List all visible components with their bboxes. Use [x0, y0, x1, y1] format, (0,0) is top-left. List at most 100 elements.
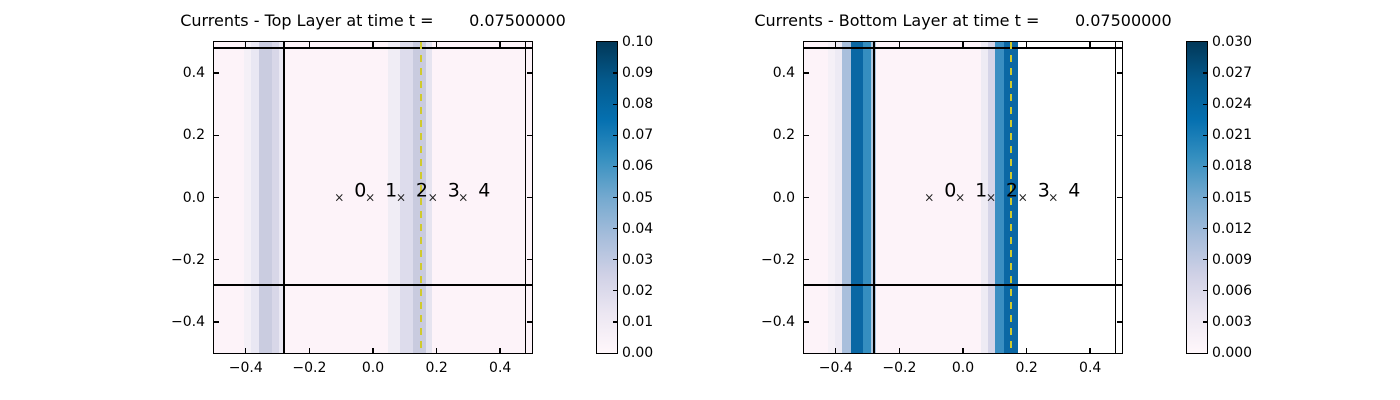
x-tick-mark-top [1089, 42, 1091, 47]
plot-title-bottom-layer: Currents - Bottom Layer at time t = 0.07… [754, 11, 1172, 30]
y-tick-mark-right [527, 259, 532, 261]
x-tick-mark-bottom [835, 348, 837, 353]
x-tick-mark-top [435, 42, 438, 47]
colorbar-tick-label: 0.03 [622, 251, 654, 268]
y-tick-mark-left [214, 72, 219, 74]
plot-area: × 0 × 1 × 2 × 3 × 4 [214, 42, 532, 353]
current-band-cell [271, 42, 279, 353]
plot-title-top-layer: Currents - Top Layer at time t = 0.07500… [180, 11, 566, 30]
colorbar-tick-mark [1203, 259, 1207, 261]
x-tick-mark-bottom [245, 348, 247, 353]
y-tick-mark-right [527, 196, 532, 199]
colorbar-tick-label: 0.000 [1212, 345, 1253, 361]
colorbar-tick-mark [1203, 321, 1207, 323]
colorbar-tick-label: 0.07 [622, 127, 654, 144]
y-tick-label: 0.4 [772, 65, 795, 82]
current-band-cell [259, 42, 272, 353]
gauge-number-label: 3 [447, 179, 460, 202]
x-tick-mark-top [499, 42, 501, 47]
y-tick-label: 0.2 [772, 127, 795, 144]
colorbar-tick-mark [613, 290, 617, 292]
colorbar-tick-mark [613, 165, 617, 168]
y-tick-label: −0.4 [171, 313, 205, 330]
y-tick-label: 0.0 [772, 189, 795, 206]
wall-top-line [804, 47, 1122, 49]
colorbar-tick-label: 0.021 [1212, 127, 1253, 144]
y-tick-label: 0.0 [182, 189, 205, 206]
gauge-x-marker: × [924, 189, 935, 204]
colorbar-tick-label: 0.009 [1212, 251, 1253, 268]
colorbar-tick-mark [613, 321, 617, 323]
barrier-vertical-line [282, 42, 285, 353]
colorbar-bottom-layer: 0.030 0.027 0.024 0.021 0.018 0.015 0.012 0.009… [1186, 34, 1252, 361]
x-tick-label: 0.4 [489, 360, 512, 376]
colorbar-tick-label: 0.027 [1212, 65, 1253, 82]
colorbar-tick-label: 0.012 [1212, 220, 1253, 237]
x-tick-mark-bottom [898, 348, 901, 353]
y-tick-label: −0.4 [761, 313, 795, 330]
x-tick-mark-bottom [435, 348, 438, 353]
x-tick-mark-bottom [962, 348, 964, 353]
current-band-cell [863, 42, 872, 353]
y-tick-mark-left [214, 259, 219, 261]
barrier-vertical-line [872, 42, 875, 353]
colorbar-tick-mark [1203, 103, 1207, 105]
gauge-number-label: 0 [354, 179, 367, 202]
colorbar-top-layer: 0.10 0.09 0.08 0.07 0.06 0.05 0.04 0.03 0.02 0.01… [596, 34, 653, 361]
x-tick-mark-top [898, 42, 901, 47]
axes-bottom-layer: × 0 × 1 × 2 × 3 × 4 −0.4 −0.2 0.0 0.2 0.4 0.4 0.2 0.0 −0.2… [761, 41, 1123, 376]
current-band-cell [981, 42, 988, 353]
x-tick-mark-bottom [1025, 348, 1028, 353]
gauge-number-label: 3 [1037, 179, 1050, 202]
current-band-cell [851, 42, 864, 353]
colorbar-tick-label: 0.06 [622, 158, 654, 175]
colorbar-tick-mark [613, 103, 617, 105]
colorbar-tick-label: 0.003 [1212, 313, 1253, 330]
y-tick-mark-left [804, 196, 809, 199]
gauge-x-marker: × [1048, 189, 1059, 204]
y-tick-mark-left [804, 134, 809, 136]
colorbar-tick-label: 0.02 [622, 282, 654, 299]
axes-top-layer: × 0 × 1 × 2 × 3 × 4 −0.4 −0.2 0.0 0.2 0.4 0.4 0.2 0.0 −0.2… [171, 41, 533, 376]
x-tick-mark-bottom [1089, 348, 1091, 353]
colorbar-tick-label: 0.006 [1212, 282, 1253, 299]
x-tick-mark-top [962, 42, 964, 47]
current-band-cell [994, 42, 1005, 353]
colorbar-tick-mark [613, 134, 617, 136]
colorbar-tick-label: 0.08 [622, 96, 654, 113]
x-tick-mark-top [835, 42, 837, 47]
plot-area: × 0 × 1 × 2 × 3 × 4 [804, 42, 1122, 353]
x-tick-mark-top [308, 42, 311, 47]
y-tick-mark-left [214, 134, 219, 136]
y-tick-mark-right [527, 321, 532, 323]
x-tick-mark-top [1025, 42, 1028, 47]
wall-right-line [1114, 42, 1117, 353]
gauge-x-marker: × [365, 189, 376, 204]
x-tick-mark-top [245, 42, 247, 47]
y-tick-label: −0.2 [761, 251, 795, 268]
colorbar-tick-label: 0.01 [622, 313, 654, 330]
x-tick-label: −0.4 [228, 360, 263, 376]
colorbar-tick-label: 0.018 [1212, 158, 1253, 175]
gauge-number-label: 2 [1005, 179, 1019, 202]
y-tick-mark-left [804, 72, 809, 74]
current-band-cell [426, 42, 433, 353]
x-tick-label: −0.2 [292, 360, 327, 376]
current-band-cell [987, 42, 995, 353]
x-tick-label: 0.0 [951, 360, 975, 376]
colorbar-tick-mark [1203, 134, 1207, 136]
gauge-x-marker: × [985, 189, 996, 204]
x-tick-label: 0.0 [361, 360, 385, 376]
gauge-number-label: 4 [478, 179, 491, 202]
x-tick-label: 0.2 [425, 360, 448, 376]
colorbar-tick-mark [613, 72, 617, 74]
zero-current-white-region [1017, 42, 1122, 353]
colorbar-tick-mark [1203, 196, 1207, 199]
colorbar-tick-mark [613, 227, 617, 230]
dashed-reference-line [419, 42, 422, 353]
current-band-cell [244, 42, 251, 353]
y-tick-mark-left [214, 321, 219, 323]
gauge-x-marker: × [955, 189, 966, 204]
y-tick-mark-left [804, 321, 809, 323]
